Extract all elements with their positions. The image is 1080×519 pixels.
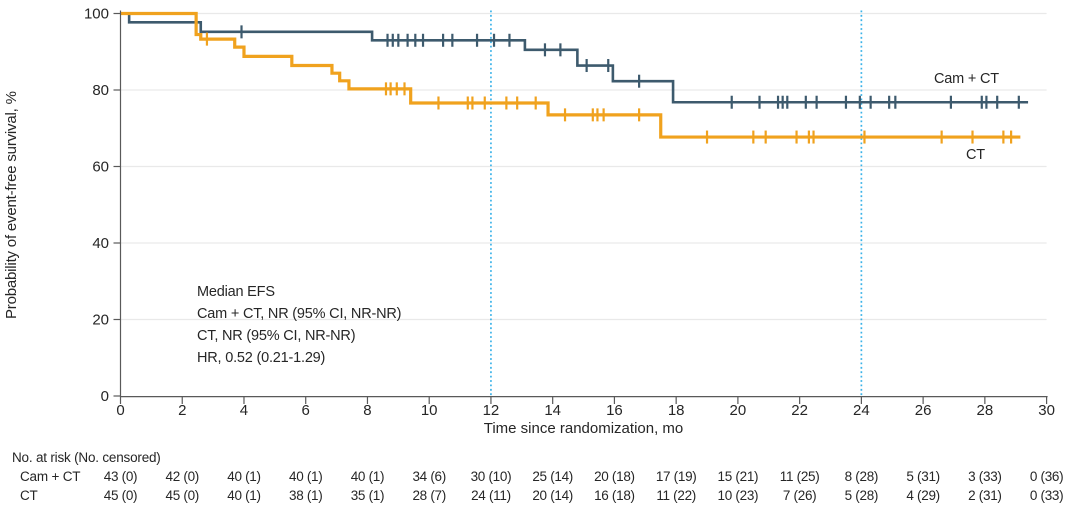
- median-efs-annotation: Median EFS Cam + CT, NR (95% CI, NR-NR) …: [197, 281, 401, 369]
- x-tick-label: 16: [606, 402, 623, 419]
- y-axis-title: Probability of event-free survival, %: [3, 91, 20, 319]
- risk-cell: 5 (31): [906, 469, 940, 484]
- risk-cell: 2 (31): [968, 487, 1002, 503]
- x-tick-label: 8: [363, 402, 371, 419]
- risk-row-label: CT: [20, 487, 38, 503]
- y-tick-label: 0: [101, 388, 109, 405]
- y-tick-label: 100: [84, 6, 109, 23]
- survival-curve-cam-ct: [120, 12, 1029, 104]
- x-tick-label: 18: [668, 402, 685, 419]
- annotation-line-hr: HR, 0.52 (0.21-1.29): [197, 350, 326, 366]
- risk-cell: 40 (1): [227, 469, 261, 484]
- risk-cell: 16 (18): [594, 487, 635, 503]
- y-tick-label: 60: [92, 159, 109, 176]
- y-tick-label: 80: [92, 82, 109, 99]
- risk-cell: 11 (22): [656, 487, 696, 503]
- curve-label-cam-ct: Cam + CT: [934, 71, 999, 87]
- risk-cell: 7 (26): [782, 487, 817, 503]
- annotation-line-median: Median EFS: [197, 284, 275, 300]
- risk-cell: 28 (7): [412, 487, 446, 503]
- risk-cell: 0 (36): [1029, 469, 1064, 484]
- risk-cell: 45 (0): [165, 487, 200, 503]
- risk-cell: 24 (11): [471, 487, 511, 503]
- risk-row-label: Cam + CT: [20, 469, 81, 484]
- x-tick-label: 10: [421, 402, 438, 419]
- x-tick-label: 4: [240, 402, 248, 419]
- risk-cell: 17 (19): [655, 469, 697, 484]
- x-tick-label: 0: [116, 402, 124, 419]
- x-tick-label: 30: [1038, 402, 1055, 419]
- risk-cell: 25 (14): [532, 469, 574, 484]
- x-tick-label: 20: [730, 402, 747, 419]
- risk-cell: 34 (6): [412, 469, 446, 484]
- risk-cell: 30 (10): [470, 469, 512, 484]
- risk-cell: 0 (33): [1029, 487, 1064, 503]
- risk-cell: 35 (1): [350, 487, 385, 503]
- risk-cell: 43 (0): [103, 469, 138, 484]
- curve-label-ct: CT: [966, 147, 985, 163]
- risk-cell: 45 (0): [103, 487, 138, 503]
- risk-cell: 10 (23): [717, 487, 759, 503]
- x-tick-label: 28: [977, 402, 994, 419]
- x-tick-label: 22: [791, 402, 808, 419]
- risk-cell: 15 (21): [717, 469, 759, 484]
- risk-cell: 42 (0): [165, 469, 200, 484]
- survival-curve-ct: [120, 11, 1021, 139]
- risk-cell: 8 (28): [844, 469, 879, 484]
- x-tick-label: 26: [915, 402, 932, 419]
- risk-cell: 40 (1): [288, 469, 323, 484]
- x-tick-label: 12: [483, 402, 500, 419]
- risk-cell: 20 (14): [532, 487, 574, 503]
- x-tick-label: 2: [178, 402, 186, 419]
- annotation-line-camct: Cam + CT, NR (95% CI, NR-NR): [197, 306, 402, 322]
- y-tick-label: 20: [92, 312, 109, 329]
- x-tick-label: 24: [853, 402, 870, 419]
- risk-cell: 20 (18): [594, 469, 635, 484]
- y-tick-label: 40: [92, 235, 109, 252]
- x-axis-title: Time since randomization, mo: [483, 420, 684, 437]
- risk-cell: 5 (28): [844, 487, 879, 503]
- x-tick-label: 14: [544, 402, 561, 419]
- risk-cell: 11 (25): [779, 469, 820, 484]
- risk-table-header: No. at risk (No. censored): [12, 450, 161, 465]
- risk-cell: 4 (29): [906, 487, 940, 503]
- risk-cell: 40 (1): [227, 487, 261, 503]
- risk-cell: 38 (1): [288, 487, 323, 503]
- x-tick-label: 6: [302, 402, 310, 419]
- annotation-line-ct: CT, NR (95% CI, NR-NR): [197, 328, 356, 344]
- risk-cell: 40 (1): [350, 469, 385, 484]
- risk-cell: 3 (33): [968, 469, 1002, 484]
